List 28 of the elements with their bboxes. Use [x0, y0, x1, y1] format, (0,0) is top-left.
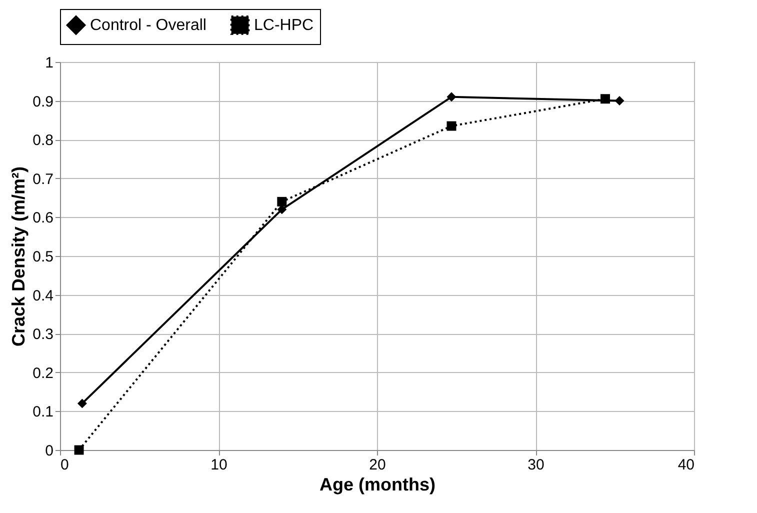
point: [614, 96, 624, 106]
y-tick-label: 0.9: [32, 93, 54, 110]
point: [446, 92, 456, 102]
y-tick-label: 0.5: [32, 248, 54, 266]
point: [446, 121, 456, 131]
y-tick-label: 0.3: [32, 326, 54, 344]
x-axis-title: Age (months): [320, 474, 436, 494]
point: [74, 445, 84, 455]
y-tick-label: 0.8: [32, 132, 54, 150]
x-tick-label: 40: [678, 456, 694, 474]
y-tick-label: 0: [45, 442, 54, 460]
x-tick-label: 0: [60, 456, 69, 474]
y-tick-label: 0.2: [32, 364, 54, 382]
point: [600, 94, 610, 104]
legend-label: LC-HPC: [254, 17, 314, 34]
point: [277, 196, 287, 206]
x-tick-label: 20: [369, 456, 386, 474]
point: [277, 204, 287, 214]
x-tick-label: 10: [210, 456, 228, 474]
legend-label: Control - Overall: [90, 17, 206, 34]
point: [77, 398, 87, 408]
x-tick-label: 30: [528, 456, 544, 474]
y-tick-label: 0.4: [32, 287, 54, 304]
y-tick-label: 0.6: [32, 210, 54, 227]
y-tick-label: 0.1: [32, 404, 54, 421]
y-tick-label: 0.7: [32, 170, 54, 188]
y-axis-title: Crack Density (m/m²): [8, 166, 29, 347]
y-tick-label: 1: [45, 54, 54, 72]
